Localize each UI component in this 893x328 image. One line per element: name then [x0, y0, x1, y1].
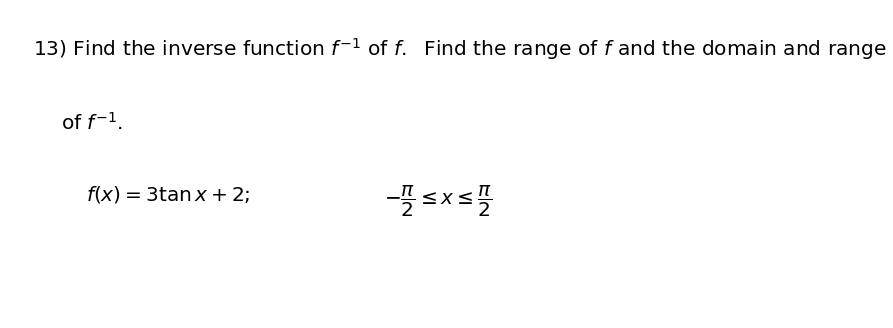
Text: $f(x) = 3\tan x + 2;$: $f(x) = 3\tan x + 2;$ — [86, 184, 250, 205]
Text: $-\dfrac{\pi}{2} \leq x \leq \dfrac{\pi}{2}$: $-\dfrac{\pi}{2} \leq x \leq \dfrac{\pi}… — [384, 184, 492, 219]
Text: $\mathrm{of\ }f^{-1}\mathrm{.}$: $\mathrm{of\ }f^{-1}\mathrm{.}$ — [61, 112, 122, 133]
Text: $\mathrm{13)\ Find\ the\ inverse\ function\ }f^{-1}\mathrm{\ of\ }f\mathrm{.\ \ : $\mathrm{13)\ Find\ the\ inverse\ functi… — [33, 36, 887, 62]
